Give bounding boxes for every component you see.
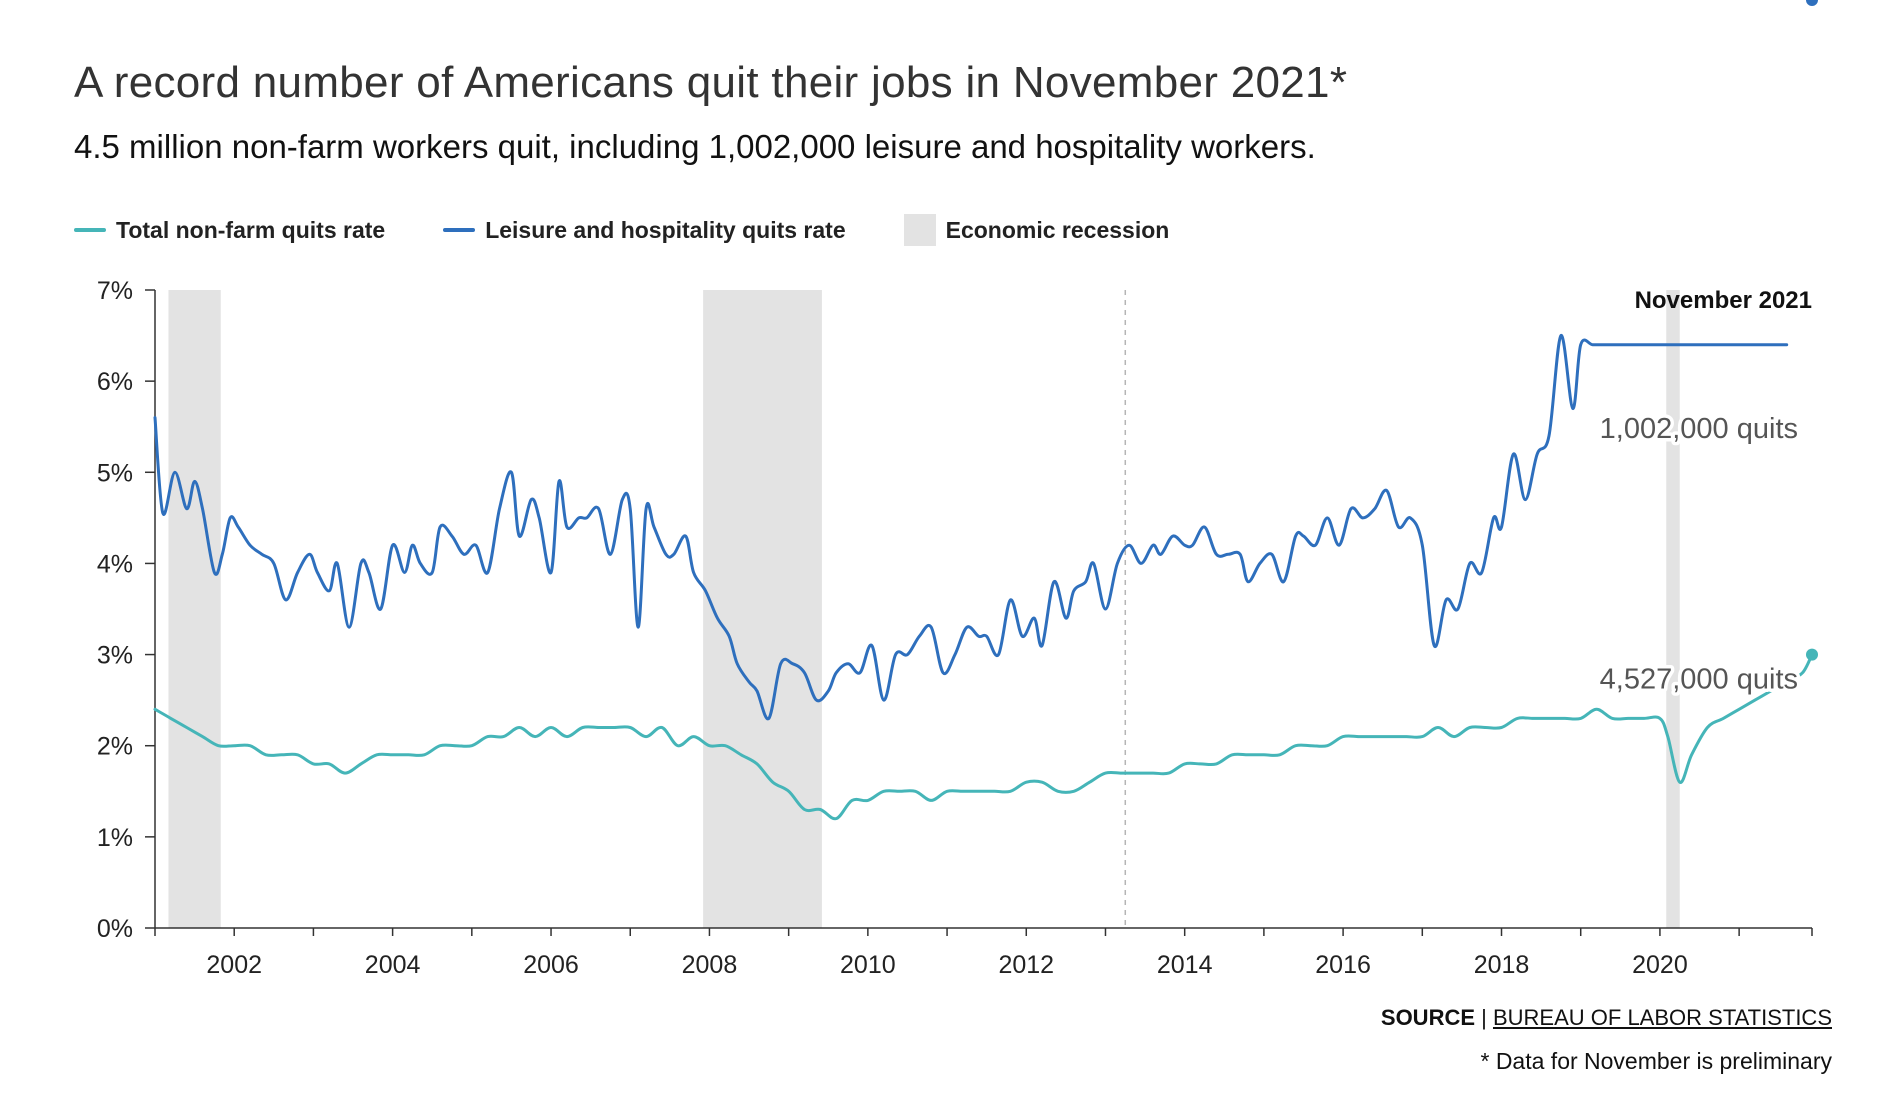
legend-swatch-total xyxy=(74,228,106,232)
y-tick-label: 5% xyxy=(97,459,133,487)
chart-title: A record number of Americans quit their … xyxy=(74,58,1348,107)
legend-label-leisure: Leisure and hospitality quits rate xyxy=(485,216,846,243)
end-point-total xyxy=(1806,648,1818,661)
source-credit: SOURCE | BUREAU OF LABOR STATISTICS xyxy=(1381,1005,1832,1031)
legend-item-recession: Economic recession xyxy=(903,214,1170,246)
recession-band-0 xyxy=(168,290,221,928)
line-chart: 0% 1% 2% 3% 4% 5% 6% 7% 2002 2004 2006 2008 2010 2012… xyxy=(97,0,1818,979)
legend-item-leisure: Leisure and hospitality quits rate xyxy=(443,216,846,244)
x-tick-label: 2002 xyxy=(206,951,262,979)
x-tick-label: 2008 xyxy=(682,951,738,979)
x-tick-label: 2020 xyxy=(1632,951,1688,979)
source-link[interactable]: BUREAU OF LABOR STATISTICS xyxy=(1492,1005,1832,1030)
legend-swatch-leisure xyxy=(443,228,476,232)
legend-swatch-recession xyxy=(903,214,936,246)
legend-label-recession: Economic recession xyxy=(945,216,1170,243)
recession-band-1 xyxy=(703,290,822,928)
series-line-leisure xyxy=(153,334,1789,721)
series-line-total xyxy=(153,653,1814,821)
y-tick-label: 7% xyxy=(97,277,133,305)
y-tick-label: 2% xyxy=(97,733,133,761)
x-tick-label: 2004 xyxy=(365,951,421,979)
y-tick-label: 3% xyxy=(97,642,133,670)
end-point-leisure xyxy=(1806,0,1818,6)
end-date-label: November 2021 xyxy=(1635,287,1812,314)
y-tick-label: 6% xyxy=(97,368,133,396)
source-separator: | xyxy=(1481,1005,1487,1030)
recession-band-2 xyxy=(1666,290,1680,928)
x-tick-label: 2006 xyxy=(523,951,579,979)
y-tick-label: 4% xyxy=(97,550,133,578)
chart-subtitle: 4.5 million non-farm workers quit, inclu… xyxy=(74,128,1316,165)
y-tick-label: 1% xyxy=(97,824,133,852)
source-label: SOURCE xyxy=(1380,1005,1476,1030)
legend-label-total: Total non-farm quits rate xyxy=(116,216,386,243)
y-tick-label: 0% xyxy=(97,915,133,943)
x-tick-label: 2012 xyxy=(998,951,1054,979)
annotation-leisure: 1,002,000 quits xyxy=(1600,413,1798,445)
legend: Total non-farm quits rate Leisure and ho… xyxy=(74,212,1227,248)
x-tick-label: 2014 xyxy=(1157,951,1213,979)
annotation-total: 4,527,000 quits xyxy=(1600,663,1798,695)
x-tick-label: 2018 xyxy=(1474,951,1530,979)
x-tick-label: 2010 xyxy=(840,951,896,979)
legend-item-total: Total non-farm quits rate xyxy=(74,217,385,244)
x-tick-label: 2016 xyxy=(1315,951,1371,979)
footnote: * Data for November is preliminary xyxy=(1480,1048,1832,1074)
